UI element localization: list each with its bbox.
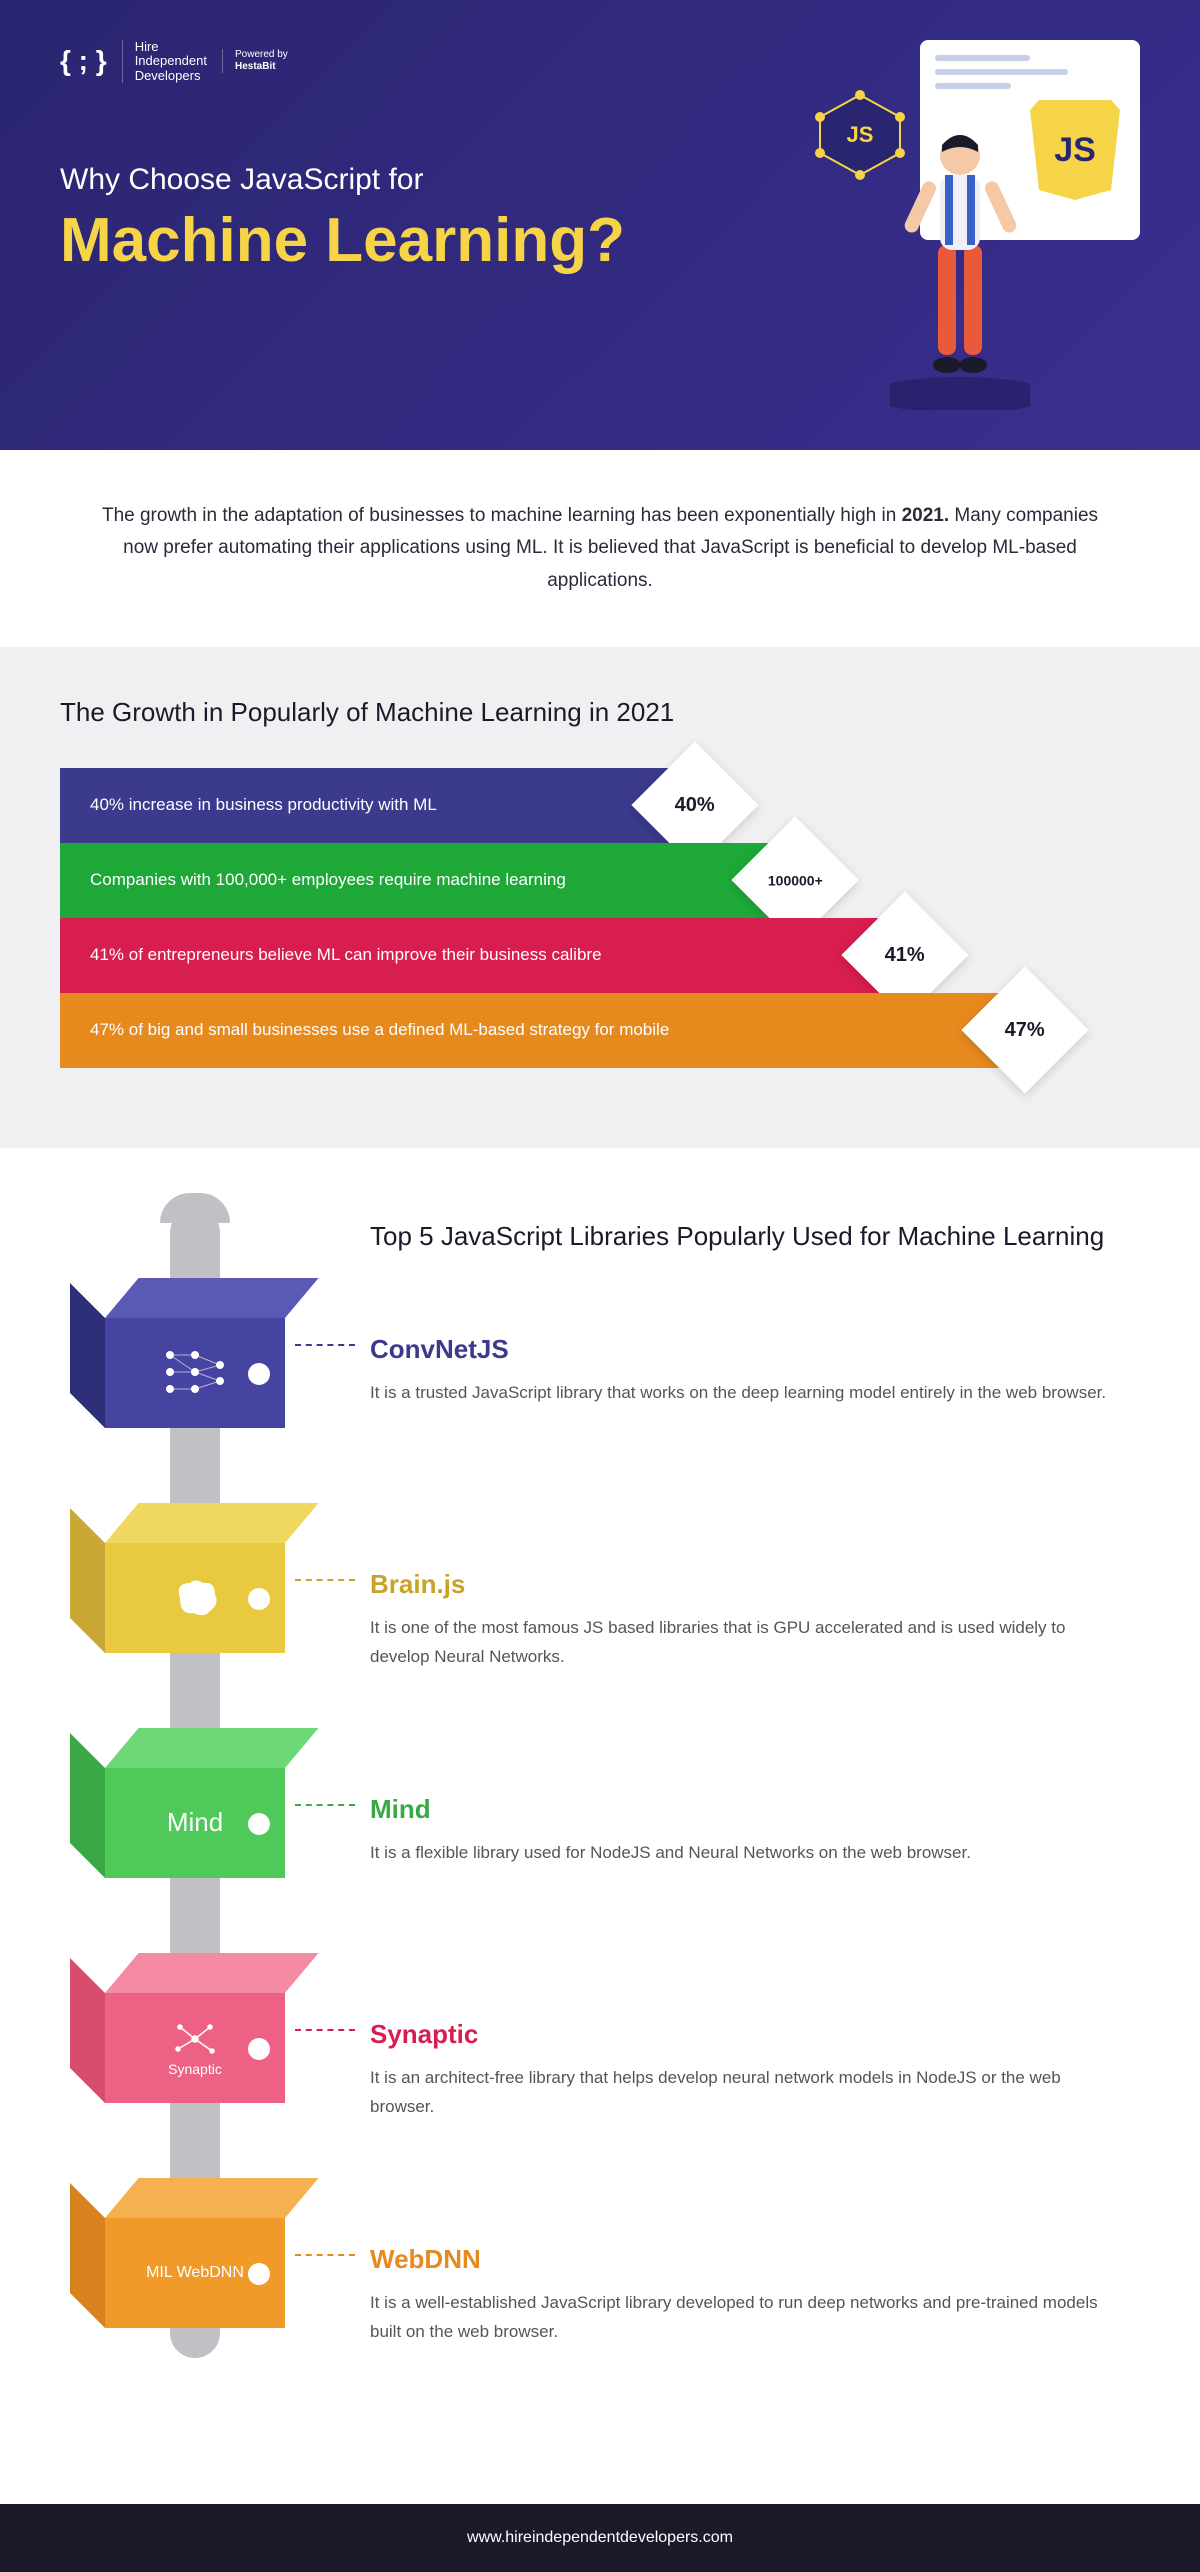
- library-box-icon: Synaptic: [105, 1953, 285, 2103]
- growth-title: The Growth in Popularly of Machine Learn…: [60, 697, 1140, 728]
- growth-value: 47%: [1005, 1019, 1045, 1042]
- hero-section: { ; } Hire Independent Developers Powere…: [0, 0, 1200, 450]
- logo-text: Hire Independent Developers: [122, 40, 207, 83]
- library-name: Mind: [370, 1794, 1120, 1825]
- library-item: WebDNN It is a well-established JavaScrip…: [370, 2199, 1120, 2349]
- pillar-column: Mind Synaptic MIL WebDNN: [80, 1208, 310, 2424]
- libraries-content: Top 5 JavaScript Libraries Popularly Use…: [370, 1208, 1120, 2424]
- growth-section: The Growth in Popularly of Machine Learn…: [0, 647, 1200, 1148]
- connector-line-icon: [295, 2029, 355, 2031]
- growth-bar: 41% of entrepreneurs believe ML can impr…: [60, 918, 910, 993]
- person-icon: [890, 120, 1030, 415]
- library-description: It is an architect-free library that hel…: [370, 2064, 1120, 2122]
- library-description: It is a flexible library used for NodeJS…: [370, 1839, 1120, 1868]
- logo-line: Hire: [135, 40, 207, 54]
- intro-paragraph: The growth in the adaptation of business…: [0, 450, 1200, 647]
- growth-bar-row: 41% of entrepreneurs believe ML can impr…: [60, 918, 1140, 993]
- growth-bar: 40% increase in business productivity wi…: [60, 768, 700, 843]
- library-description: It is a well-established JavaScript libr…: [370, 2289, 1120, 2347]
- growth-bar-row: 47% of big and small businesses use a de…: [60, 993, 1140, 1068]
- connector-line-icon: [295, 1344, 355, 1346]
- hero-illustration: JS JS: [800, 30, 1140, 390]
- growth-value: 41%: [885, 944, 925, 967]
- powered-label: Powered by: [235, 49, 288, 61]
- library-name: ConvNetJS: [370, 1334, 1120, 1365]
- library-item: Brain.js It is one of the most famous JS …: [370, 1524, 1120, 1674]
- growth-bar: Companies with 100,000+ employees requir…: [60, 843, 800, 918]
- svg-text:JS: JS: [847, 122, 874, 147]
- footer: www.hireindependentdevelopers.com: [0, 2504, 1200, 2572]
- growth-bar-row: Companies with 100,000+ employees requir…: [60, 843, 1140, 918]
- growth-value: 100000+: [768, 872, 823, 888]
- connector-line-icon: [295, 1804, 355, 1806]
- library-name: WebDNN: [370, 2244, 1120, 2275]
- logo-line: Developers: [135, 69, 207, 83]
- growth-bar-row: 40% increase in business productivity wi…: [60, 768, 1140, 843]
- library-name: Brain.js: [370, 1569, 1120, 1600]
- intro-bold: 2021.: [902, 505, 950, 526]
- library-box-icon: [105, 1503, 285, 1653]
- library-description: It is a trusted JavaScript library that …: [370, 1379, 1120, 1408]
- js-shield-icon: JS: [1030, 100, 1120, 200]
- connector-line-icon: [295, 2254, 355, 2256]
- js-shield-text: JS: [1054, 131, 1096, 170]
- powered-name: HestaBit: [235, 61, 288, 73]
- growth-bars: 40% increase in business productivity wi…: [60, 768, 1140, 1068]
- library-box-icon: [105, 1278, 285, 1428]
- library-description: It is one of the most famous JS based li…: [370, 1614, 1120, 1672]
- libraries-section: Mind Synaptic MIL WebDNN Top 5 JavaScript …: [0, 1148, 1200, 2504]
- logo-braces-icon: { ; }: [60, 45, 107, 77]
- growth-value: 40%: [675, 794, 715, 817]
- library-item: Mind It is a flexible library used for No…: [370, 1749, 1120, 1899]
- connector-line-icon: [295, 1579, 355, 1581]
- intro-text: The growth in the adaptation of business…: [102, 505, 902, 526]
- library-box-icon: MIL WebDNN: [105, 2178, 285, 2328]
- library-item: Synaptic It is an architect-free library …: [370, 1974, 1120, 2124]
- library-item: ConvNetJS It is a trusted JavaScript libr…: [370, 1299, 1120, 1449]
- libraries-title: Top 5 JavaScript Libraries Popularly Use…: [370, 1218, 1120, 1254]
- library-box-icon: Mind: [105, 1728, 285, 1878]
- logo-powered: Powered by HestaBit: [222, 49, 288, 73]
- logo-line: Independent: [135, 54, 207, 68]
- library-name: Synaptic: [370, 2019, 1120, 2050]
- growth-bar: 47% of big and small businesses use a de…: [60, 993, 1030, 1068]
- footer-url: www.hireindependentdevelopers.com: [467, 2529, 733, 2546]
